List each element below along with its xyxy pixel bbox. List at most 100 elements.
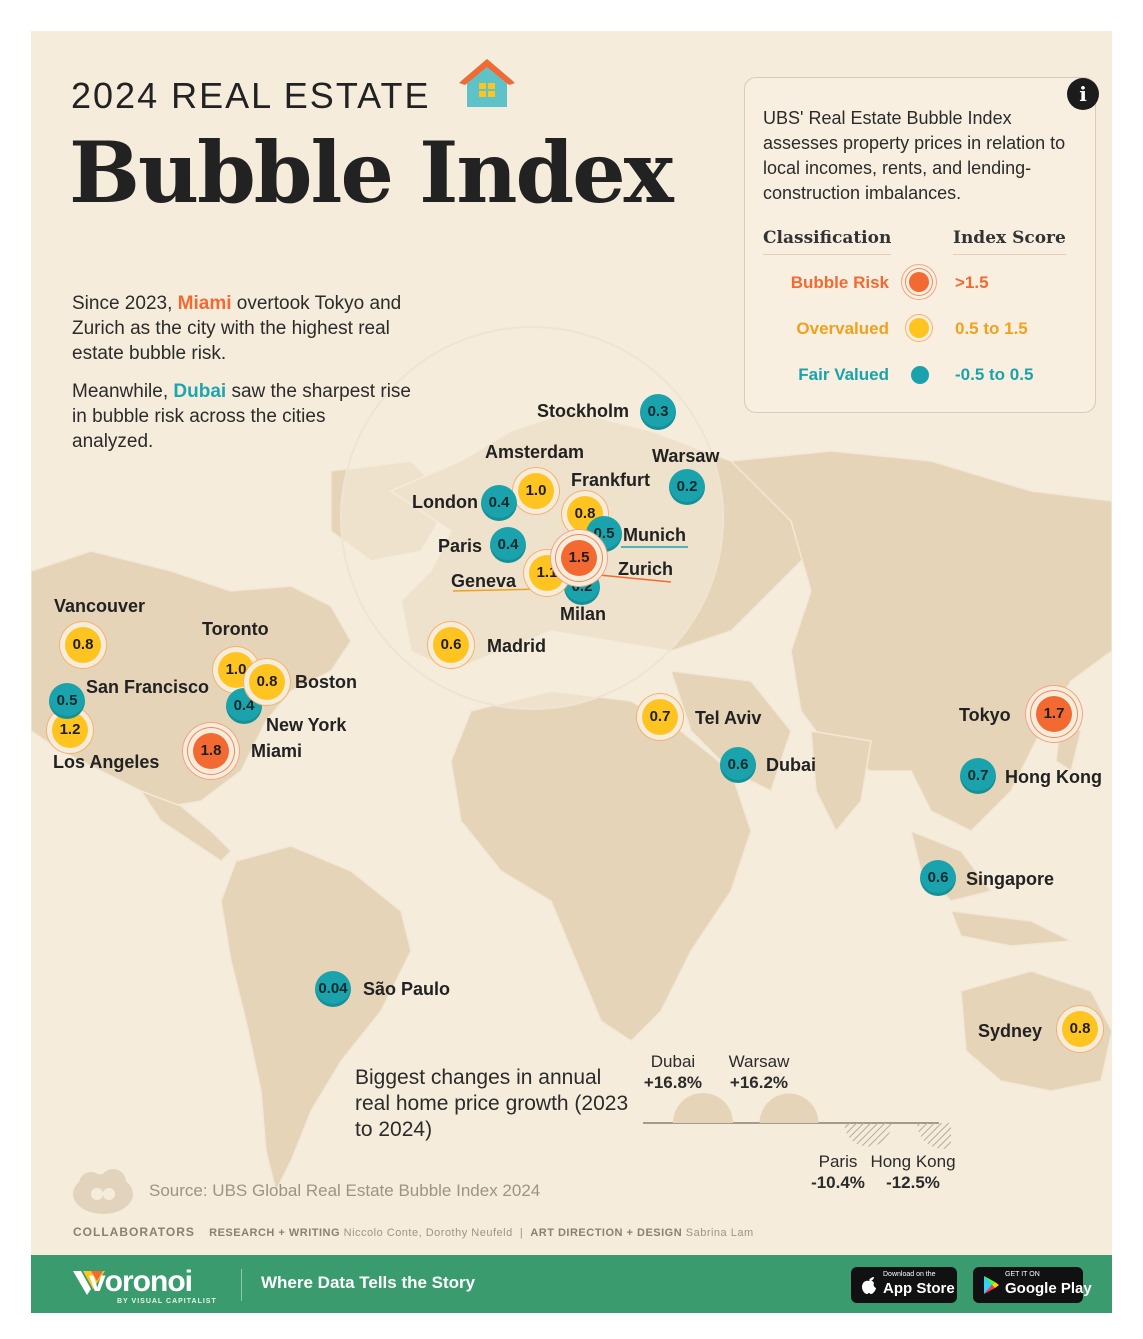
city-label-toronto: Toronto — [202, 619, 269, 639]
infographic: 2024 REAL ESTATE Bubble Index Since 2023… — [31, 31, 1112, 1313]
bubble-madrid[interactable]: 0.6 — [433, 627, 469, 663]
footer-bar: voronoi BY VISUAL CAPITALIST Where Data … — [31, 1255, 1112, 1313]
source-text: Source: UBS Global Real Estate Bubble In… — [149, 1181, 541, 1200]
landmass-japan — [1055, 719, 1082, 773]
landmass-south-america — [220, 845, 412, 1194]
legend-label-fair-valued: Fair Valued — [798, 365, 889, 384]
title-big: Bubble Index — [69, 123, 674, 222]
voronoi-brand-sub: BY VISUAL CAPITALIST — [117, 1298, 217, 1305]
city-label-madrid: Madrid — [487, 636, 547, 656]
city-label-vancouver: Vancouver — [54, 596, 146, 616]
city-label-dubai: Dubai — [766, 755, 817, 775]
legend-score-overvalued: 0.5 to 1.5 — [955, 319, 1028, 338]
research-label: RESEARCH + WRITING — [209, 1227, 341, 1239]
design-names: Sabrina Lam — [685, 1227, 754, 1239]
change-half-circle-dubai — [673, 1093, 733, 1123]
city-label-paris: Paris — [438, 536, 483, 556]
legend-dot-fair-valued — [911, 366, 929, 384]
title-small: 2024 REAL ESTATE — [71, 75, 431, 116]
research-names: Niccolo Conte, Dorothy Neufeld — [343, 1227, 513, 1239]
change-label-paris: Paris -10.4% — [783, 1151, 893, 1193]
collaborators-credits: COLLABORATORS RESEARCH + WRITING Niccolo… — [73, 1225, 754, 1239]
change-value: +16.8% — [643, 1073, 703, 1092]
city-label-milan: Milan — [560, 604, 607, 624]
bubble-amsterdam[interactable]: 1.0 — [518, 473, 554, 509]
city-label-new-york: New York — [266, 715, 347, 735]
miami-highlight: Miami — [177, 293, 232, 314]
apple-icon — [862, 1277, 876, 1294]
change-value: -12.5% — [886, 1173, 940, 1192]
city-label-tokyo: Tokyo — [959, 705, 1011, 725]
footer-divider — [241, 1269, 242, 1301]
landmass-india — [810, 730, 872, 833]
cloud-logo-icon — [71, 1166, 135, 1221]
google-play-big-text: Google Play — [1005, 1280, 1092, 1297]
bubble-singapore[interactable]: 0.6 — [920, 860, 956, 896]
city-label-miami: Miami — [251, 741, 303, 761]
bubble-miami[interactable]: 1.8 — [193, 733, 229, 769]
city-label-frankfurt: Frankfurt — [571, 470, 651, 490]
change-half-circle-hong-kong — [917, 1123, 951, 1149]
change-label-warsaw: Warsaw +16.2% — [704, 1051, 814, 1093]
bubble-warsaw[interactable]: 0.2 — [669, 469, 705, 505]
collaborators-label: COLLABORATORS — [73, 1225, 195, 1239]
changes-title: Biggest changes in annual real home pric… — [355, 1066, 629, 1141]
bubble-toronto[interactable]: 1.0 — [218, 652, 254, 688]
column-header-index-score: Index Score — [953, 228, 1066, 255]
change-value: +16.2% — [729, 1073, 789, 1092]
bubble-hong-kong[interactable]: 0.7 — [960, 758, 996, 794]
legend-label-bubble-risk: Bubble Risk — [790, 273, 889, 292]
city-label-amsterdam: Amsterdam — [485, 442, 585, 462]
bubble-sao-paulo[interactable]: 0.04 — [315, 971, 351, 1007]
city-label-los-angeles: Los Angeles — [53, 752, 160, 772]
landmass-north-america — [31, 550, 352, 807]
bubble-zurich[interactable]: 1.5 — [561, 540, 597, 576]
column-header-classification: Classification — [763, 228, 892, 255]
legend-dot-bubble-risk — [909, 272, 929, 292]
voronoi-brand[interactable]: voronoi — [89, 1265, 193, 1298]
bubble-dubai[interactable]: 0.6 — [720, 747, 756, 783]
city-label-stockholm: Stockholm — [537, 401, 630, 421]
bubble-london[interactable]: 0.4 — [481, 485, 517, 521]
dubai-highlight: Dubai — [173, 381, 227, 402]
google-play-icon — [984, 1276, 999, 1294]
bubble-vancouver[interactable]: 0.8 — [65, 627, 101, 663]
city-label-sydney: Sydney — [978, 1021, 1043, 1041]
intro-text: overtook Tokyo and Zurich as the city wi… — [72, 293, 402, 364]
intro-text: saw the sharpest rise in bubble risk acr… — [72, 381, 411, 452]
google-play-button[interactable]: GET IT ON Google Play — [973, 1267, 1092, 1303]
voronoi-logo-icon — [71, 1267, 107, 1302]
change-label-dubai: Dubai +16.8% — [618, 1051, 728, 1093]
change-half-circle-paris — [844, 1123, 892, 1147]
city-label-london: London — [412, 492, 478, 512]
bubble-paris[interactable]: 0.4 — [490, 527, 526, 563]
city-label-zurich: Zurich — [618, 559, 674, 579]
house-icon — [457, 55, 517, 111]
change-city: Warsaw — [728, 1052, 790, 1071]
bubble-tel-aviv[interactable]: 0.7 — [642, 699, 678, 735]
city-label-san-francisco: San Francisco — [86, 677, 210, 697]
landmass-central-america — [139, 789, 233, 862]
app-store-small-text: Download on the — [883, 1271, 936, 1278]
bubble-geneva[interactable]: 1.1 — [529, 555, 565, 591]
city-label-sao-paulo: São Paulo — [363, 979, 451, 999]
bubble-tokyo[interactable]: 1.7 — [1036, 696, 1072, 732]
footer-tagline: Where Data Tells the Story — [261, 1273, 476, 1292]
credits-separator: | — [519, 1227, 524, 1239]
legend-label-overvalued: Overvalued — [796, 319, 889, 338]
intro-paragraph-2: Meanwhile, Dubai saw the sharpest rise i… — [72, 379, 412, 454]
landmass-australia — [960, 970, 1112, 1092]
index-description: UBS' Real Estate Bubble Index assesses p… — [763, 108, 1066, 203]
bubble-sydney[interactable]: 0.8 — [1062, 1011, 1098, 1047]
change-half-circle-warsaw — [759, 1093, 819, 1123]
bubble-boston[interactable]: 0.8 — [249, 664, 285, 700]
app-store-big-text: App Store — [883, 1280, 955, 1297]
app-store-button[interactable]: Download on the App Store — [851, 1267, 957, 1303]
city-label-warsaw: Warsaw — [652, 446, 720, 466]
landmass-indonesia — [949, 910, 1074, 947]
bubble-stockholm[interactable]: 0.3 — [640, 394, 676, 430]
bubble-san-francisco[interactable]: 0.5 — [49, 683, 85, 719]
info-icon: i — [1067, 78, 1099, 110]
legend-dot-overvalued — [909, 318, 929, 338]
city-label-boston: Boston — [295, 672, 357, 692]
